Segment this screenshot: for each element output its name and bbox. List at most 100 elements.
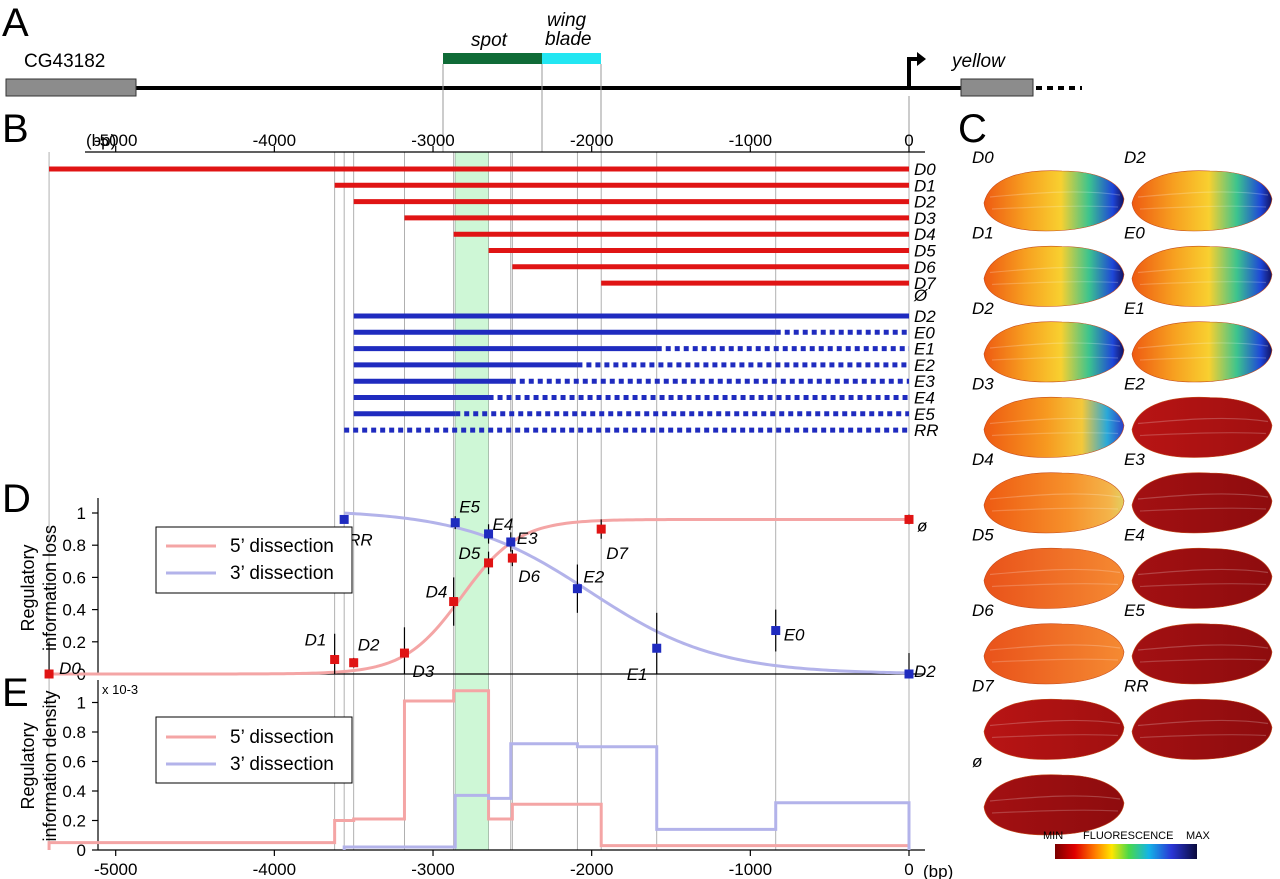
wing-image (983, 698, 1125, 760)
d-point-label: E3 (517, 529, 538, 548)
wing-vein (991, 432, 1119, 437)
wing-image (983, 547, 1125, 609)
wing-vein (1137, 719, 1269, 727)
wing-image (1131, 170, 1273, 232)
d-data-point (339, 514, 349, 524)
d-data-point (596, 524, 606, 534)
panel-letter-a: A (2, 1, 29, 45)
wing-image (983, 774, 1125, 836)
e-x-tick-label: -2000 (570, 860, 613, 879)
d-point-label: D2 (358, 636, 380, 655)
wing-blade-enhancer-bar (542, 53, 601, 64)
spot-enhancer-bar (443, 53, 542, 64)
blade-label: blade (545, 29, 592, 50)
wing-image (1131, 547, 1273, 609)
construct-label: E4 (914, 389, 935, 408)
gene-yellow-box (960, 78, 1034, 97)
wing-vein (991, 281, 1119, 286)
d-data-point (484, 529, 494, 539)
e-y-tick-label: 0.4 (62, 782, 86, 801)
wing-image (983, 170, 1125, 232)
empty-construct-label: Ø (913, 286, 929, 305)
d-data-point (44, 669, 54, 679)
d-y-tick-label: 0.4 (62, 601, 86, 620)
top-axis-tick-label: -5000 (94, 131, 137, 150)
d-data-point (572, 584, 582, 594)
e-y-tick-label: 0.2 (62, 812, 86, 831)
d-point-label: D0 (59, 659, 81, 678)
wing-image (983, 245, 1125, 307)
e-ylabel-line1: Regulatory (18, 722, 38, 809)
wing-image (1131, 698, 1273, 760)
e-y-tick-label: 0 (77, 841, 86, 860)
wing-vein (989, 568, 1121, 576)
construct-label: D0 (914, 160, 936, 179)
d-point-label: RR (348, 530, 373, 549)
scale-min-label: MIN (1043, 830, 1063, 842)
d-legend: 5’ dissection 3’ dissection (155, 526, 353, 594)
e-y-tick-label: 0.8 (62, 723, 86, 742)
panel-e: E 0 0.2 0.4 0.6 0.8 1 x 10-3 Regulatory infor… (2, 671, 953, 879)
wing-vein (1137, 191, 1269, 198)
wing-label: D2 (972, 299, 994, 318)
top-axis-ticks: -5000 -4000 -3000 -2000 -1000 0 (94, 131, 914, 152)
panel-letter-d: D (2, 477, 31, 521)
wing-vein (1139, 432, 1267, 437)
d-data-point (484, 558, 494, 568)
e-x-unit: (bp) (923, 862, 953, 879)
wing-vein (1137, 644, 1269, 651)
d-data-point (349, 658, 359, 668)
wing-vein (1139, 281, 1267, 286)
wing-vein (989, 719, 1121, 727)
d-y-ticks: 00.20.40.60.81 (62, 504, 98, 684)
construct-label: E0 (914, 323, 935, 342)
tss-arrowhead-icon (917, 52, 926, 66)
d-ylabel-line1: Regulatory (18, 544, 38, 631)
d-point-label: D5 (459, 544, 481, 563)
e-x-tick-label: -4000 (253, 860, 296, 879)
e-x-tick-label: -1000 (729, 860, 772, 879)
construct-label: D2 (914, 193, 936, 212)
d-point-label: E2 (583, 568, 604, 587)
wing-label: RR (1124, 677, 1149, 696)
wing-vein (1139, 734, 1267, 739)
wing-vein (991, 205, 1119, 210)
d-data-point (449, 597, 459, 607)
wing-label: D1 (972, 224, 994, 243)
d-fit-curve (49, 517, 909, 676)
construct-label: D1 (914, 176, 936, 195)
wing-vein (1139, 205, 1267, 210)
wing-vein (989, 266, 1121, 274)
scale-title-label: FLUORESCENCE (1083, 830, 1173, 842)
construct-label: E5 (914, 405, 935, 424)
wing-image (1131, 472, 1273, 534)
construct-label: D2 (914, 307, 936, 326)
panel-b: B (bp) -5000 -4000 -3000 -2000 -1000 0 D0D1D2… (2, 107, 939, 440)
d-point-label: E0 (784, 626, 805, 645)
e-y-tick-label: 1 (77, 694, 86, 713)
fluorescence-scale-bar (1055, 844, 1197, 859)
e-x-tick-label: -3000 (411, 860, 454, 879)
wing-images: D0 D1 D2 D3 D4 D5 D6 D7 ø D2 E0 E1 E2 E3 E4 E5 RR (972, 148, 1273, 836)
d-legend-box (155, 526, 353, 594)
wing-label: E0 (1124, 224, 1145, 243)
d-point-label: D1 (305, 631, 327, 650)
d-point-label: E1 (627, 665, 648, 684)
gene-cg43182-label: CG43182 (24, 51, 105, 72)
top-axis-unit: (bp) (86, 131, 116, 150)
construct-label: D5 (914, 242, 936, 261)
wing-vein (1139, 356, 1267, 361)
d-y-tick-label: 0.2 (62, 633, 86, 652)
d-data-point (771, 626, 781, 636)
e-step-lines (47, 689, 911, 850)
d-point-label: D2 (914, 662, 936, 681)
top-axis-tick-label: -2000 (570, 131, 613, 150)
construct-label: E2 (914, 356, 935, 375)
wing-vein (1137, 266, 1269, 274)
construct-label: D4 (914, 225, 936, 244)
top-axis-tick-label: -1000 (729, 131, 772, 150)
wing-vein (991, 583, 1119, 588)
wing-vein (1137, 417, 1269, 425)
e-x-tick-label: -5000 (94, 860, 137, 879)
scale-max-label: MAX (1186, 830, 1211, 842)
